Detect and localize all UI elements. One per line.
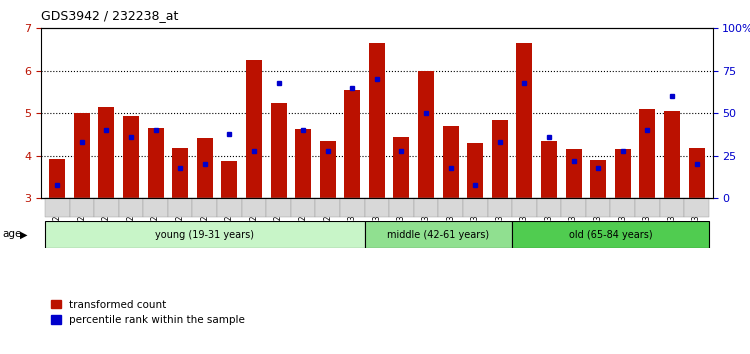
FancyBboxPatch shape — [561, 198, 586, 217]
Bar — [394, 137, 410, 198]
FancyBboxPatch shape — [242, 198, 266, 217]
Text: ▶: ▶ — [20, 229, 28, 239]
Bar — [590, 160, 606, 198]
FancyBboxPatch shape — [463, 198, 488, 217]
Bar — [442, 126, 459, 198]
Bar — [344, 90, 360, 198]
FancyBboxPatch shape — [610, 198, 635, 217]
Bar — [196, 138, 213, 198]
Bar — [123, 116, 139, 198]
Text: GDS3942 / 232238_at: GDS3942 / 232238_at — [41, 9, 178, 22]
FancyBboxPatch shape — [414, 198, 438, 217]
Bar — [418, 71, 434, 198]
Bar — [541, 141, 557, 198]
FancyBboxPatch shape — [684, 198, 709, 217]
Bar — [45, 221, 364, 248]
Bar — [688, 148, 704, 198]
FancyBboxPatch shape — [70, 198, 94, 217]
FancyBboxPatch shape — [266, 198, 291, 217]
Bar — [364, 221, 512, 248]
FancyBboxPatch shape — [537, 198, 561, 217]
Bar — [172, 148, 188, 198]
FancyBboxPatch shape — [340, 198, 364, 217]
FancyBboxPatch shape — [488, 198, 512, 217]
Bar — [148, 128, 164, 198]
FancyBboxPatch shape — [512, 198, 537, 217]
Bar — [295, 130, 311, 198]
FancyBboxPatch shape — [168, 198, 193, 217]
Legend: transformed count, percentile rank within the sample: transformed count, percentile rank withi… — [46, 296, 250, 329]
Bar — [615, 149, 631, 198]
FancyBboxPatch shape — [316, 198, 340, 217]
FancyBboxPatch shape — [118, 198, 143, 217]
Bar — [566, 149, 581, 198]
Bar — [467, 143, 483, 198]
Bar — [271, 103, 286, 198]
FancyBboxPatch shape — [193, 198, 217, 217]
Bar — [639, 109, 656, 198]
FancyBboxPatch shape — [635, 198, 660, 217]
Bar — [320, 141, 336, 198]
FancyBboxPatch shape — [364, 198, 389, 217]
FancyBboxPatch shape — [438, 198, 463, 217]
Bar — [512, 221, 709, 248]
FancyBboxPatch shape — [586, 198, 610, 217]
FancyBboxPatch shape — [291, 198, 316, 217]
Bar — [369, 43, 385, 198]
Bar — [221, 161, 237, 198]
FancyBboxPatch shape — [94, 198, 118, 217]
Bar — [517, 43, 532, 198]
Bar — [98, 107, 115, 198]
FancyBboxPatch shape — [143, 198, 168, 217]
Bar — [74, 113, 90, 198]
Text: middle (42-61 years): middle (42-61 years) — [387, 229, 490, 240]
Bar — [246, 60, 262, 198]
FancyBboxPatch shape — [660, 198, 684, 217]
Text: young (19-31 years): young (19-31 years) — [155, 229, 254, 240]
Text: age: age — [2, 229, 22, 239]
FancyBboxPatch shape — [389, 198, 414, 217]
Bar — [50, 159, 65, 198]
Bar — [664, 111, 680, 198]
FancyBboxPatch shape — [217, 198, 242, 217]
Text: old (65-84 years): old (65-84 years) — [568, 229, 652, 240]
FancyBboxPatch shape — [45, 198, 70, 217]
Bar — [492, 120, 508, 198]
